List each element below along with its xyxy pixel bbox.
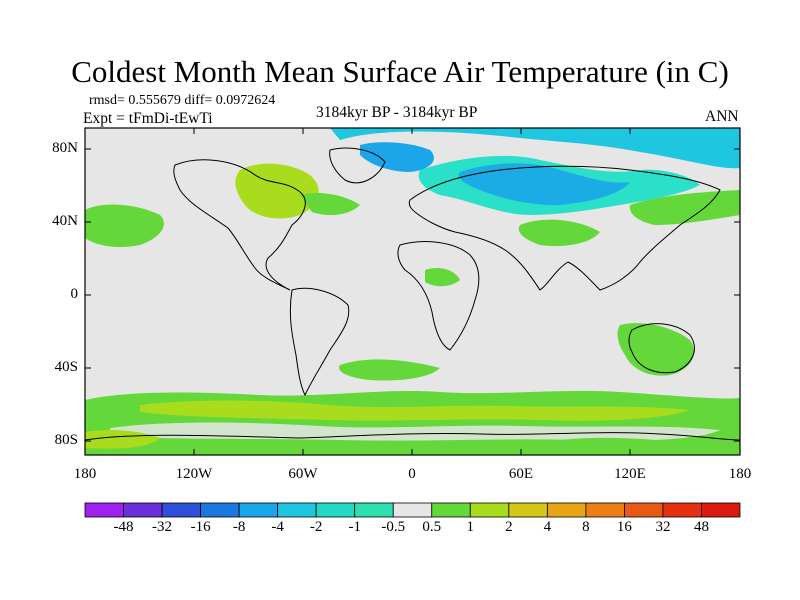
colorbar-box bbox=[238, 502, 279, 518]
anomaly-region-southern-ocean-core bbox=[140, 400, 690, 421]
colorbar-label: 4 bbox=[543, 519, 552, 535]
anomaly-region-australia-warm bbox=[617, 323, 694, 376]
colorbar-box bbox=[200, 502, 240, 518]
axis-ticks bbox=[85, 128, 740, 455]
anomaly-region-east-asia bbox=[629, 190, 740, 225]
anomaly-region-north-pacific bbox=[85, 204, 164, 248]
anomaly-region-africa-warm bbox=[425, 268, 460, 287]
colorbar-box bbox=[624, 502, 664, 518]
y-tick-label: 80S bbox=[54, 432, 78, 448]
colorbar-label: -1 bbox=[348, 519, 361, 535]
x-tick-label: 60E bbox=[508, 466, 534, 482]
colorbar-label: 2 bbox=[505, 519, 513, 535]
coastline-south-america bbox=[289, 287, 350, 397]
x-tick-label: 120E bbox=[614, 466, 646, 482]
anomaly-region-south-atlantic bbox=[339, 359, 440, 381]
colorbar-box bbox=[508, 502, 548, 518]
coastline-eurasia bbox=[408, 165, 721, 291]
colorbar-box bbox=[701, 502, 741, 518]
x-tick-label: 60W bbox=[288, 466, 318, 482]
anomaly-fields bbox=[85, 128, 740, 455]
colorbar-label: 0.5 bbox=[422, 519, 442, 535]
colorbar-label: 48 bbox=[693, 519, 709, 535]
anomaly-region-antarctic-interior bbox=[110, 422, 720, 441]
colorbar-label: -8 bbox=[232, 519, 246, 535]
y-tick-label: 80N bbox=[52, 140, 78, 156]
coastline-greenland bbox=[329, 147, 386, 184]
colorbar-box bbox=[354, 502, 394, 518]
experiment-line: Expt = tFmDi-tEwTi bbox=[83, 110, 213, 127]
colorbar-label: -32 bbox=[152, 519, 173, 535]
colorbar-label: 8 bbox=[582, 519, 590, 535]
colorbar bbox=[84, 502, 741, 518]
anomaly-region-asia-warm bbox=[518, 219, 600, 247]
colorbar-box bbox=[315, 502, 356, 518]
coastline-africa bbox=[397, 241, 480, 351]
coastlines bbox=[85, 147, 740, 441]
anomaly-region-north-atlantic bbox=[300, 193, 360, 216]
colorbar-label: -4 bbox=[271, 519, 284, 535]
y-tick-label: 40S bbox=[54, 359, 78, 375]
colorbar-label: -0.5 bbox=[381, 519, 406, 535]
colorbar-label: 16 bbox=[616, 519, 632, 535]
stats-line: rmsd= 0.555679 diff= 0.0972624 bbox=[89, 93, 276, 108]
anomaly-region-north-america-warm bbox=[235, 163, 319, 219]
map-title: Coldest Month Mean Surface Air Temperatu… bbox=[71, 54, 729, 89]
colorbar-box bbox=[123, 502, 163, 518]
anomaly-region-arctic bbox=[330, 128, 740, 169]
colorbar-box bbox=[431, 502, 471, 518]
y-tick-label: 0 bbox=[70, 286, 79, 302]
x-tick-label: 180 bbox=[73, 466, 97, 482]
colorbar-box bbox=[546, 502, 587, 518]
colorbar-box bbox=[662, 502, 702, 518]
coastline-australia bbox=[628, 323, 695, 374]
x-tick-label: 0 bbox=[408, 466, 416, 482]
anomaly-region-greenland bbox=[360, 142, 434, 172]
colorbar-label: 32 bbox=[655, 519, 671, 535]
colorbar-box bbox=[392, 502, 433, 518]
colorbar-label: -48 bbox=[113, 519, 134, 535]
colorbar-box bbox=[161, 502, 201, 518]
colorbar-box bbox=[469, 502, 510, 518]
colorbar-label: -2 bbox=[309, 519, 323, 535]
season-label: ANN bbox=[705, 108, 739, 125]
y-tick-label: 40N bbox=[52, 213, 78, 229]
colorbar-label: 1 bbox=[466, 519, 475, 535]
colorbar-box bbox=[84, 502, 124, 518]
anomaly-region-ross-sea bbox=[85, 430, 160, 449]
colorbar-label: -16 bbox=[190, 519, 211, 535]
x-tick-label: 120W bbox=[175, 466, 213, 482]
colorbar-box bbox=[277, 502, 317, 518]
period-line: 3184kyr BP - 3184kyr BP bbox=[316, 104, 478, 121]
coastline-north-america bbox=[173, 159, 306, 291]
anomaly-region-eurasia-core bbox=[458, 163, 630, 206]
anomaly-region-antarctic-coast bbox=[560, 437, 690, 454]
coastline-antarctica bbox=[85, 432, 740, 441]
x-tick-label: 180 bbox=[728, 466, 752, 482]
colorbar-box bbox=[585, 502, 625, 518]
